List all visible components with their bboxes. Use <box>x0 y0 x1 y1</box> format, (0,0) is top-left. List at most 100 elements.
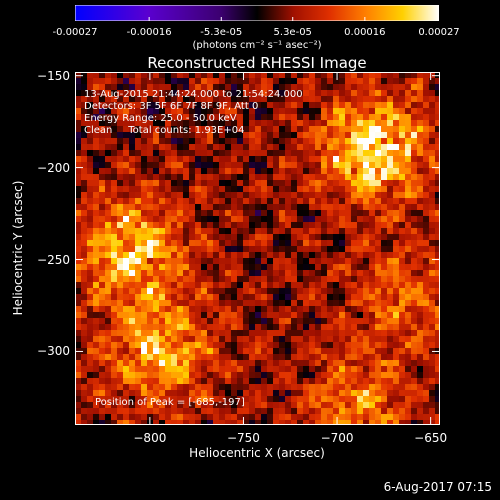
heatmap-cell <box>315 84 321 90</box>
heatmap-cell <box>225 414 231 420</box>
heatmap-cell <box>393 264 399 270</box>
heatmap-cell <box>327 378 333 384</box>
heatmap-cell <box>345 168 351 174</box>
heatmap-cell <box>327 360 333 366</box>
heatmap-cell <box>207 366 213 372</box>
heatmap-cell <box>291 192 297 198</box>
heatmap-cell <box>321 276 327 282</box>
heatmap-cell <box>417 180 423 186</box>
heatmap-cell <box>423 408 429 414</box>
heatmap-cell <box>333 126 339 132</box>
heatmap-cell <box>123 162 129 168</box>
heatmap-cell <box>315 300 321 306</box>
heatmap-cell <box>153 204 159 210</box>
heatmap-cell <box>177 306 183 312</box>
heatmap-cell <box>369 360 375 366</box>
heatmap-cell <box>387 264 393 270</box>
heatmap-cell <box>213 78 219 84</box>
heatmap-cell <box>405 114 411 120</box>
heatmap-cell <box>159 174 165 180</box>
heatmap-cell <box>129 138 135 144</box>
heatmap-cell <box>303 234 309 240</box>
heatmap-cell <box>225 336 231 342</box>
heatmap-cell <box>171 186 177 192</box>
heatmap-cell <box>261 228 267 234</box>
heatmap-cell <box>291 102 297 108</box>
heatmap-cell <box>159 390 165 396</box>
heatmap-cell <box>279 186 285 192</box>
heatmap-cell <box>201 204 207 210</box>
heatmap-cell <box>249 366 255 372</box>
heatmap-cell <box>375 198 381 204</box>
heatmap-cell <box>201 228 207 234</box>
heatmap-cell <box>207 204 213 210</box>
heatmap-cell <box>105 330 111 336</box>
heatmap-cell <box>273 198 279 204</box>
heatmap-cell <box>321 204 327 210</box>
heatmap-cell <box>399 354 405 360</box>
heatmap-cell <box>267 126 273 132</box>
heatmap-cell <box>165 186 171 192</box>
heatmap-cell <box>363 288 369 294</box>
heatmap-cell <box>165 276 171 282</box>
heatmap-cell <box>393 222 399 228</box>
heatmap-cell <box>357 366 363 372</box>
heatmap-cell <box>87 138 93 144</box>
heatmap-cell <box>93 168 99 174</box>
heatmap-cell <box>279 162 285 168</box>
heatmap-cell <box>237 276 243 282</box>
heatmap-cell <box>327 222 333 228</box>
heatmap-cell <box>351 96 357 102</box>
heatmap-cell <box>333 270 339 276</box>
heatmap-cell <box>81 294 87 300</box>
heatmap-cell <box>285 252 291 258</box>
heatmap-cell <box>375 354 381 360</box>
heatmap-cell <box>201 324 207 330</box>
heatmap-cell <box>153 156 159 162</box>
heatmap-cell <box>123 210 129 216</box>
heatmap-cell <box>369 342 375 348</box>
heatmap-cell <box>201 180 207 186</box>
heatmap-cell <box>99 138 105 144</box>
heatmap-cell <box>327 306 333 312</box>
heatmap-cell <box>417 360 423 366</box>
heatmap-cell <box>129 168 135 174</box>
colorbar-gradient <box>75 5 439 21</box>
heatmap-cell <box>129 174 135 180</box>
heatmap-cell <box>357 390 363 396</box>
heatmap-cell <box>105 222 111 228</box>
heatmap-cell <box>405 294 411 300</box>
heatmap-cell <box>153 216 159 222</box>
heatmap-cell <box>393 348 399 354</box>
heatmap-cell <box>303 108 309 114</box>
heatmap-cell <box>339 96 345 102</box>
heatmap-cell <box>405 336 411 342</box>
heatmap-cell <box>105 390 111 396</box>
heatmap-cell <box>237 342 243 348</box>
heatmap-cell <box>159 144 165 150</box>
heatmap-cell <box>141 222 147 228</box>
heatmap-cell <box>411 150 417 156</box>
heatmap-cell <box>87 312 93 318</box>
heatmap-cell <box>171 354 177 360</box>
heatmap-cell <box>375 318 381 324</box>
heatmap-cell <box>369 174 375 180</box>
heatmap-cell <box>201 174 207 180</box>
heatmap-cell <box>93 78 99 84</box>
heatmap-cell <box>273 348 279 354</box>
heatmap-cell <box>159 264 165 270</box>
heatmap-cell <box>339 378 345 384</box>
heatmap-cell <box>285 138 291 144</box>
heatmap-cell <box>405 264 411 270</box>
heatmap-cell <box>165 294 171 300</box>
heatmap-cell <box>345 120 351 126</box>
heatmap-cell <box>153 318 159 324</box>
heatmap-cell <box>273 282 279 288</box>
heatmap-cell <box>303 150 309 156</box>
heatmap-cell <box>117 180 123 186</box>
heatmap-cell <box>285 120 291 126</box>
heatmap-cell <box>291 264 297 270</box>
heatmap-cell <box>315 312 321 318</box>
heatmap-cell <box>87 288 93 294</box>
heatmap-cell <box>225 282 231 288</box>
